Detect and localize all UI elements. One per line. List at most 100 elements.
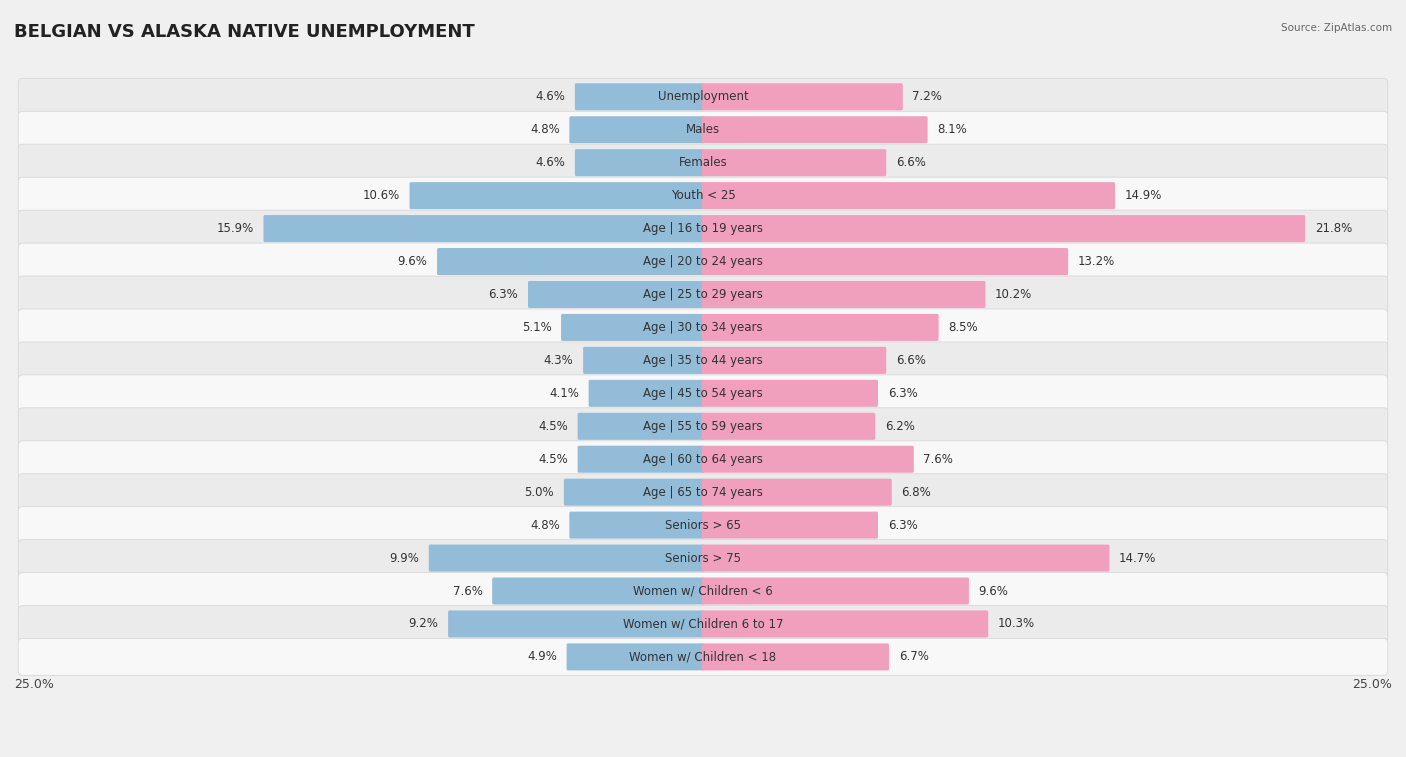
Text: 9.2%: 9.2% bbox=[409, 618, 439, 631]
Text: 6.3%: 6.3% bbox=[887, 387, 917, 400]
Text: 14.9%: 14.9% bbox=[1125, 189, 1161, 202]
FancyBboxPatch shape bbox=[18, 177, 1388, 214]
Text: 9.6%: 9.6% bbox=[979, 584, 1008, 597]
FancyBboxPatch shape bbox=[702, 347, 886, 374]
FancyBboxPatch shape bbox=[569, 117, 704, 143]
FancyBboxPatch shape bbox=[569, 512, 704, 539]
FancyBboxPatch shape bbox=[578, 413, 704, 440]
Text: 13.2%: 13.2% bbox=[1078, 255, 1115, 268]
Text: 6.6%: 6.6% bbox=[896, 354, 925, 367]
FancyBboxPatch shape bbox=[18, 441, 1388, 478]
Text: 9.9%: 9.9% bbox=[389, 552, 419, 565]
FancyBboxPatch shape bbox=[702, 380, 877, 407]
Text: 4.1%: 4.1% bbox=[550, 387, 579, 400]
FancyBboxPatch shape bbox=[575, 149, 704, 176]
Text: Age | 16 to 19 years: Age | 16 to 19 years bbox=[643, 222, 763, 235]
Text: 6.3%: 6.3% bbox=[489, 288, 519, 301]
Text: 10.6%: 10.6% bbox=[363, 189, 399, 202]
FancyBboxPatch shape bbox=[702, 578, 969, 605]
FancyBboxPatch shape bbox=[18, 408, 1388, 444]
Text: Seniors > 75: Seniors > 75 bbox=[665, 552, 741, 565]
FancyBboxPatch shape bbox=[702, 248, 1069, 275]
FancyBboxPatch shape bbox=[18, 375, 1388, 412]
Text: 6.6%: 6.6% bbox=[896, 156, 925, 170]
Text: 25.0%: 25.0% bbox=[1353, 678, 1392, 691]
Text: 4.9%: 4.9% bbox=[527, 650, 557, 663]
FancyBboxPatch shape bbox=[702, 314, 939, 341]
FancyBboxPatch shape bbox=[702, 413, 875, 440]
FancyBboxPatch shape bbox=[702, 610, 988, 637]
FancyBboxPatch shape bbox=[702, 446, 914, 472]
FancyBboxPatch shape bbox=[589, 380, 704, 407]
Text: Age | 60 to 64 years: Age | 60 to 64 years bbox=[643, 453, 763, 466]
FancyBboxPatch shape bbox=[575, 83, 704, 111]
FancyBboxPatch shape bbox=[492, 578, 704, 605]
Text: 4.6%: 4.6% bbox=[536, 156, 565, 170]
FancyBboxPatch shape bbox=[702, 643, 889, 671]
Text: 10.3%: 10.3% bbox=[998, 618, 1035, 631]
Text: Women w/ Children 6 to 17: Women w/ Children 6 to 17 bbox=[623, 618, 783, 631]
FancyBboxPatch shape bbox=[429, 544, 704, 572]
Text: 4.8%: 4.8% bbox=[530, 123, 560, 136]
FancyBboxPatch shape bbox=[18, 309, 1388, 346]
Text: Age | 35 to 44 years: Age | 35 to 44 years bbox=[643, 354, 763, 367]
Text: 7.6%: 7.6% bbox=[453, 584, 482, 597]
FancyBboxPatch shape bbox=[702, 149, 886, 176]
Text: Age | 55 to 59 years: Age | 55 to 59 years bbox=[643, 420, 763, 433]
Text: BELGIAN VS ALASKA NATIVE UNEMPLOYMENT: BELGIAN VS ALASKA NATIVE UNEMPLOYMENT bbox=[14, 23, 475, 41]
Text: 5.1%: 5.1% bbox=[522, 321, 551, 334]
Text: Age | 45 to 54 years: Age | 45 to 54 years bbox=[643, 387, 763, 400]
FancyBboxPatch shape bbox=[702, 215, 1305, 242]
FancyBboxPatch shape bbox=[578, 446, 704, 472]
FancyBboxPatch shape bbox=[18, 111, 1388, 148]
Text: 4.8%: 4.8% bbox=[530, 519, 560, 531]
FancyBboxPatch shape bbox=[409, 182, 704, 209]
FancyBboxPatch shape bbox=[18, 342, 1388, 378]
Text: Females: Females bbox=[679, 156, 727, 170]
Text: 25.0%: 25.0% bbox=[14, 678, 53, 691]
Text: Age | 30 to 34 years: Age | 30 to 34 years bbox=[643, 321, 763, 334]
Text: 5.0%: 5.0% bbox=[524, 486, 554, 499]
Text: 6.3%: 6.3% bbox=[887, 519, 917, 531]
Text: 10.2%: 10.2% bbox=[995, 288, 1032, 301]
FancyBboxPatch shape bbox=[18, 145, 1388, 181]
FancyBboxPatch shape bbox=[18, 210, 1388, 247]
Text: Unemployment: Unemployment bbox=[658, 90, 748, 103]
Text: Youth < 25: Youth < 25 bbox=[671, 189, 735, 202]
FancyBboxPatch shape bbox=[18, 540, 1388, 577]
Text: Women w/ Children < 18: Women w/ Children < 18 bbox=[630, 650, 776, 663]
Text: 4.3%: 4.3% bbox=[544, 354, 574, 367]
Text: 7.2%: 7.2% bbox=[912, 90, 942, 103]
Text: 8.5%: 8.5% bbox=[948, 321, 979, 334]
FancyBboxPatch shape bbox=[702, 478, 891, 506]
FancyBboxPatch shape bbox=[449, 610, 704, 637]
FancyBboxPatch shape bbox=[702, 83, 903, 111]
Text: Women w/ Children < 6: Women w/ Children < 6 bbox=[633, 584, 773, 597]
FancyBboxPatch shape bbox=[18, 506, 1388, 544]
Text: Males: Males bbox=[686, 123, 720, 136]
FancyBboxPatch shape bbox=[702, 281, 986, 308]
Text: 4.6%: 4.6% bbox=[536, 90, 565, 103]
Text: 6.8%: 6.8% bbox=[901, 486, 931, 499]
FancyBboxPatch shape bbox=[702, 512, 877, 539]
FancyBboxPatch shape bbox=[437, 248, 704, 275]
FancyBboxPatch shape bbox=[529, 281, 704, 308]
Text: 4.5%: 4.5% bbox=[538, 453, 568, 466]
FancyBboxPatch shape bbox=[18, 243, 1388, 280]
FancyBboxPatch shape bbox=[567, 643, 704, 671]
FancyBboxPatch shape bbox=[583, 347, 704, 374]
FancyBboxPatch shape bbox=[18, 474, 1388, 511]
Text: Age | 65 to 74 years: Age | 65 to 74 years bbox=[643, 486, 763, 499]
FancyBboxPatch shape bbox=[702, 182, 1115, 209]
FancyBboxPatch shape bbox=[18, 606, 1388, 643]
FancyBboxPatch shape bbox=[564, 478, 704, 506]
Text: 6.2%: 6.2% bbox=[884, 420, 915, 433]
Text: Age | 20 to 24 years: Age | 20 to 24 years bbox=[643, 255, 763, 268]
Text: 4.5%: 4.5% bbox=[538, 420, 568, 433]
Text: 9.6%: 9.6% bbox=[398, 255, 427, 268]
Text: Age | 25 to 29 years: Age | 25 to 29 years bbox=[643, 288, 763, 301]
FancyBboxPatch shape bbox=[702, 117, 928, 143]
FancyBboxPatch shape bbox=[702, 544, 1109, 572]
Text: 6.7%: 6.7% bbox=[898, 650, 928, 663]
Text: 7.6%: 7.6% bbox=[924, 453, 953, 466]
